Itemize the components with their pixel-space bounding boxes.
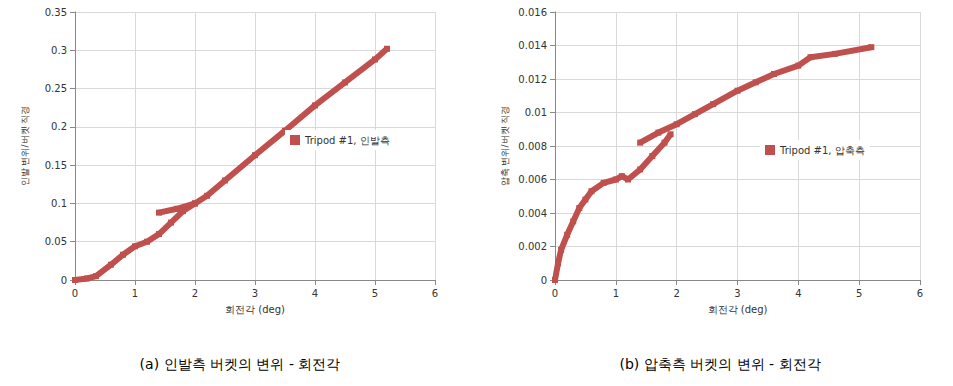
svg-text:2: 2: [192, 288, 198, 299]
svg-text:0: 0: [61, 275, 67, 286]
svg-text:0.012: 0.012: [518, 74, 547, 85]
svg-text:4: 4: [312, 288, 318, 299]
svg-text:(b) 압축측 버켓의 변위 - 회전각: (b) 압축측 버켓의 변위 - 회전각: [619, 356, 820, 372]
svg-text:0.3: 0.3: [51, 45, 67, 56]
svg-text:0: 0: [541, 275, 547, 286]
svg-text:0.008: 0.008: [518, 141, 547, 152]
svg-text:0.25: 0.25: [45, 83, 67, 94]
svg-text:0.2: 0.2: [51, 121, 67, 132]
svg-text:0: 0: [552, 288, 558, 299]
svg-text:6: 6: [432, 288, 438, 299]
svg-text:4: 4: [795, 288, 801, 299]
svg-text:3: 3: [252, 288, 258, 299]
svg-text:0.016: 0.016: [518, 7, 547, 18]
svg-text:인발 변위/버켓 직경: 인발 변위/버켓 직경: [20, 106, 30, 187]
svg-text:5: 5: [372, 288, 378, 299]
svg-text:0.1: 0.1: [51, 198, 67, 209]
svg-text:0.014: 0.014: [518, 40, 547, 51]
svg-text:Tripod #1, 압축측: Tripod #1, 압축측: [779, 145, 865, 156]
svg-text:Tripod #1, 인발측: Tripod #1, 인발측: [304, 135, 390, 146]
svg-text:0.004: 0.004: [518, 208, 547, 219]
svg-text:6: 6: [917, 288, 923, 299]
svg-text:(a) 인발측 버켓의 변위 - 회전각: (a) 인발측 버켓의 변위 - 회전각: [140, 356, 341, 372]
svg-text:0.006: 0.006: [518, 174, 547, 185]
svg-text:0: 0: [72, 288, 78, 299]
svg-text:압축 변위/버켓 직경: 압축 변위/버켓 직경: [500, 106, 510, 187]
svg-text:0.002: 0.002: [518, 241, 547, 252]
svg-text:2: 2: [673, 288, 679, 299]
svg-text:회전각 (deg): 회전각 (deg): [708, 304, 768, 315]
svg-text:1: 1: [613, 288, 619, 299]
svg-text:0.15: 0.15: [45, 160, 67, 171]
svg-text:1: 1: [132, 288, 138, 299]
svg-text:0.35: 0.35: [45, 7, 67, 18]
svg-text:5: 5: [856, 288, 862, 299]
svg-text:3: 3: [734, 288, 740, 299]
svg-text:회전각 (deg): 회전각 (deg): [225, 304, 285, 315]
svg-text:0.01: 0.01: [525, 107, 547, 118]
svg-text:0.05: 0.05: [45, 236, 67, 247]
